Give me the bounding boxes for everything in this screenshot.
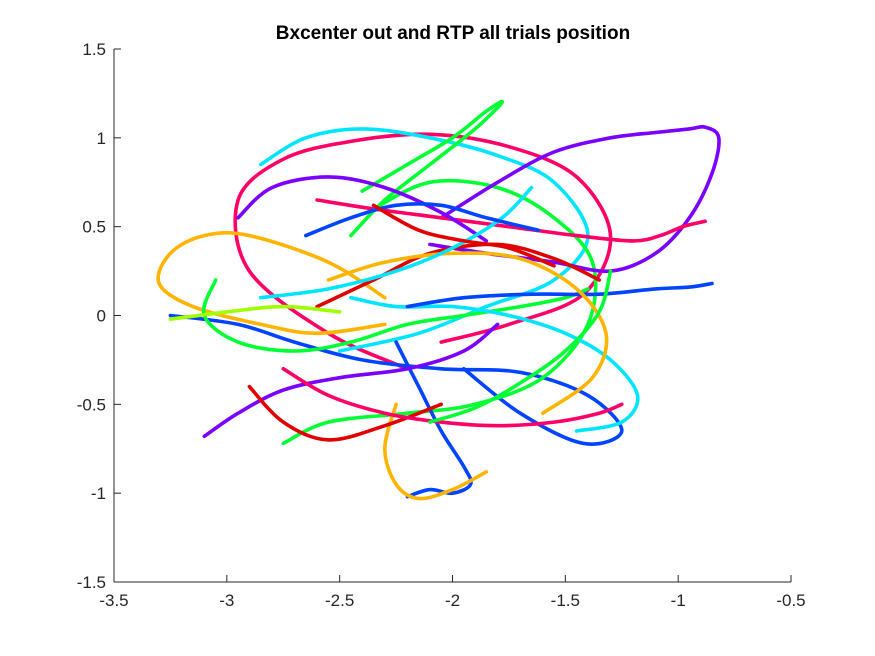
x-tick-label: -2 [445, 591, 460, 610]
y-tick-label: -0.5 [77, 395, 106, 414]
trajectory-line-14 [168, 304, 342, 321]
x-tick-label: -1 [671, 591, 686, 610]
y-tick-label: -1 [91, 484, 106, 503]
plot-area [156, 99, 721, 501]
series-layer [156, 99, 721, 501]
trajectory-line-17 [349, 99, 505, 238]
x-tick-label: -1.5 [551, 591, 580, 610]
trajectory-line-3 [168, 313, 624, 446]
trajectory-line-2 [258, 127, 590, 353]
trajectory-line-19 [236, 175, 489, 243]
y-tick-label: 0 [97, 307, 106, 326]
trajectory-line-21 [281, 367, 624, 428]
x-tick-label: -3 [219, 591, 234, 610]
trajectory-line-4 [156, 230, 387, 336]
axes-layer: -3.5 -3 -2.5 -2 -1.5 -1 -0.5 -1.5 -1 -0.5 0 0.5 1 1.… [77, 40, 806, 610]
trajectory-line-18 [326, 251, 609, 415]
chart-title: Bxcenter out and RTP all trials position [276, 23, 630, 44]
y-tick-label: 0.5 [82, 218, 106, 237]
trajectory-line-9 [383, 402, 489, 501]
trajectory-line-7 [315, 242, 601, 309]
y-tick-label: 1 [97, 129, 106, 148]
trajectory-line-8 [394, 340, 473, 499]
trajectory-line-15 [405, 281, 714, 309]
trajectory-line-24 [371, 203, 556, 268]
trajectory-line-11 [202, 322, 500, 439]
trajectory-line-22 [428, 269, 613, 424]
y-tick-label: 1.5 [82, 40, 106, 59]
x-tick-label: -2.5 [325, 591, 354, 610]
x-ticks: -3.5 -3 -2.5 -2 -1.5 -1 -0.5 [99, 575, 806, 610]
trajectory-line-16 [247, 384, 443, 442]
trajectory-line-13 [315, 198, 707, 243]
x-tick-label: -0.5 [776, 591, 805, 610]
y-ticks: -1.5 -1 -0.5 0 0.5 1 1.5 [77, 40, 121, 592]
trajectory-line-20 [258, 185, 534, 300]
y-tick-label: -1.5 [77, 573, 106, 592]
x-tick-label: -3.5 [99, 591, 128, 610]
trajectory-line-23 [304, 202, 541, 238]
trajectory-line-10 [201, 278, 590, 353]
